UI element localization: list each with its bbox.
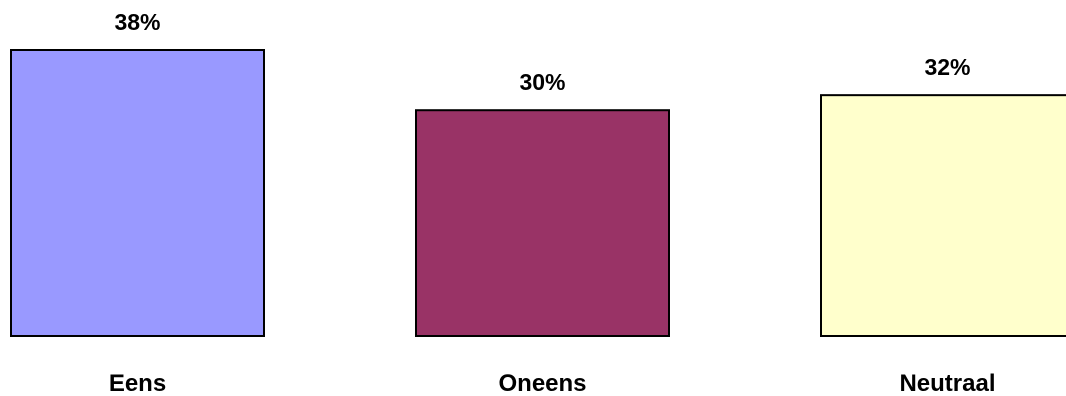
bar-neutraal (820, 94, 1066, 337)
category-label-eens: Eens (109, 370, 166, 396)
bar-oneens (415, 109, 670, 337)
category-label-oneens: Oneens (498, 370, 586, 396)
category-labels-group: Eens Oneens Neutraal (109, 370, 996, 396)
data-label-eens: 38% (114, 9, 160, 35)
bars-group (10, 49, 1066, 337)
bar-eens (10, 49, 265, 337)
category-label-neutraal: Neutraal (899, 370, 995, 396)
data-label-neutraal: 32% (924, 54, 970, 80)
data-label-oneens: 30% (519, 69, 565, 95)
data-labels-group: 38% 30% 32% (114, 9, 970, 95)
